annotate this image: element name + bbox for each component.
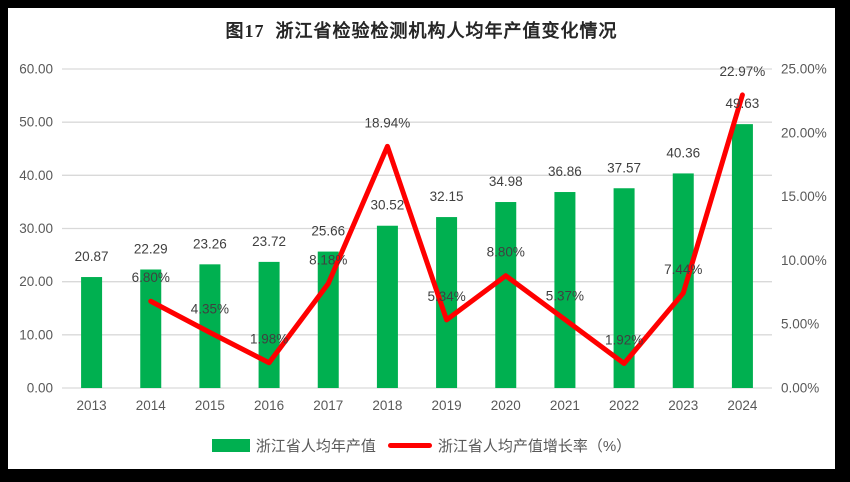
bar-value-label: 32.15 <box>430 189 464 204</box>
y-axis-tick-label-right: 20.00% <box>781 125 827 140</box>
legend-item-bar: 浙江省人均年产值 <box>211 435 376 456</box>
bar-value-label: 23.26 <box>193 236 227 251</box>
legend-label-line: 浙江省人均产值增长率（%） <box>437 438 632 455</box>
bar <box>495 202 517 388</box>
line-value-label: 18.94% <box>365 115 411 130</box>
y-axis-tick-label-left: 10.00 <box>19 327 53 342</box>
y-axis-tick-label-left: 20.00 <box>19 274 53 289</box>
bar-value-label: 30.52 <box>371 198 405 213</box>
legend: 浙江省人均年产值 浙江省人均产值增长率（%） <box>8 435 835 456</box>
line-value-label: 22.97% <box>720 64 766 79</box>
line-value-label: 5.37% <box>546 288 584 303</box>
x-axis-label: 2017 <box>313 398 343 413</box>
chart-panel: 图17 浙江省检验检测机构人均年产值变化情况 0.00 10.00 20.00 30.… <box>8 8 835 469</box>
bar-value-label: 34.98 <box>489 174 523 189</box>
line-value-label: 1.98% <box>250 332 288 347</box>
line-series-swatch <box>387 443 432 448</box>
bar-value-label: 22.29 <box>134 241 168 256</box>
y-axis-tick-label-left: 40.00 <box>19 168 53 183</box>
bar <box>140 269 162 388</box>
line-value-label: 1.92% <box>605 333 643 348</box>
line-value-label: 5.34% <box>427 289 465 304</box>
y-axis-tick-label-right: 5.00% <box>781 317 819 332</box>
y-axis-tick-label-left: 30.00 <box>19 221 53 236</box>
bar-value-label: 37.57 <box>607 160 641 175</box>
y-axis-tick-label-right: 25.00% <box>781 62 827 77</box>
bar <box>436 217 458 388</box>
chart-title: 图17 浙江省检验检测机构人均年产值变化情况 <box>225 21 618 41</box>
bar <box>376 225 398 388</box>
bar-value-label: 25.66 <box>311 224 345 239</box>
bar <box>731 124 753 388</box>
bar <box>317 251 339 388</box>
bar <box>613 188 635 388</box>
line-value-label: 4.35% <box>191 301 229 316</box>
x-axis-label: 2020 <box>491 398 521 413</box>
x-axis-label: 2022 <box>609 398 639 413</box>
x-axis-label: 2021 <box>550 398 580 413</box>
bar-value-label: 20.87 <box>75 249 109 264</box>
chart-canvas: 0.00 10.00 20.00 30.00 40.00 50.00 60.00 0.00% 5… <box>19 62 827 414</box>
y-axis-tick-label-left: 0.00 <box>27 381 53 396</box>
y-axis-tick-label-right: 10.00% <box>781 253 827 268</box>
growth-line <box>148 92 745 367</box>
bar-value-label: 36.86 <box>548 164 582 179</box>
x-axis-label: 2016 <box>254 398 284 413</box>
line-value-label: 8.80% <box>487 245 525 260</box>
x-axis-label: 2018 <box>372 398 402 413</box>
line-value-label: 7.44% <box>664 262 702 277</box>
x-axis-label: 2013 <box>77 398 107 413</box>
bar <box>81 277 103 388</box>
bar <box>199 264 221 388</box>
y-axis-tick-label-right: 0.00% <box>781 381 819 396</box>
x-axis-label: 2014 <box>136 398 167 413</box>
bar <box>258 261 280 388</box>
x-axis-label: 2019 <box>432 398 462 413</box>
y-axis-tick-label-left: 60.00 <box>19 62 53 77</box>
bar-value-label: 23.72 <box>252 234 286 249</box>
bar-series-swatch <box>211 439 250 452</box>
bar-value-label: 40.36 <box>666 145 700 160</box>
line-value-label: 6.80% <box>132 270 170 285</box>
y-axis-tick-label-left: 50.00 <box>19 115 53 130</box>
bar <box>554 192 576 388</box>
x-axis-label: 2024 <box>727 398 758 413</box>
legend-item-line: 浙江省人均产值增长率（%） <box>376 435 631 456</box>
legend-label-bar: 浙江省人均年产值 <box>255 438 376 455</box>
x-axis-label: 2015 <box>195 398 225 413</box>
line-value-label: 8.18% <box>309 253 347 268</box>
bar <box>672 173 694 388</box>
bar-value-label: 49.63 <box>726 96 760 111</box>
x-axis-label: 2023 <box>668 398 698 413</box>
y-axis-tick-label-right: 15.00% <box>781 189 827 204</box>
